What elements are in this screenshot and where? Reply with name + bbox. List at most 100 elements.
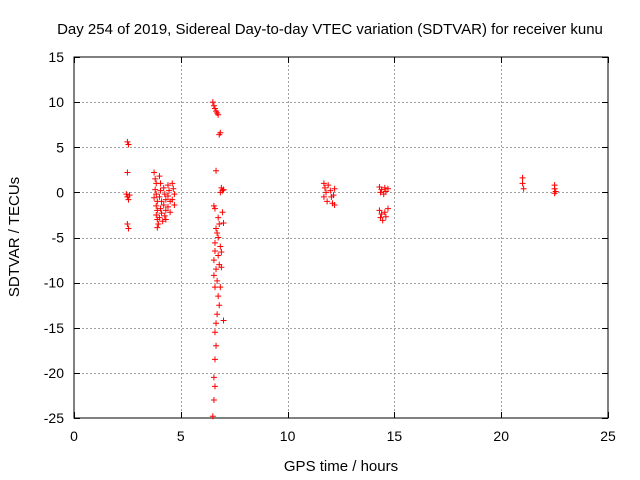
data-point bbox=[161, 191, 168, 198]
data-point bbox=[215, 214, 222, 221]
data-point bbox=[156, 193, 163, 200]
data-point bbox=[331, 185, 338, 192]
data-point bbox=[382, 213, 389, 220]
data-point bbox=[215, 234, 222, 241]
data-point bbox=[171, 191, 178, 198]
y-tick-label: 0 bbox=[56, 184, 64, 200]
data-point bbox=[217, 189, 224, 196]
x-tick-label: 10 bbox=[280, 428, 296, 444]
data-point bbox=[519, 180, 526, 187]
data-point bbox=[125, 225, 132, 232]
chart-title: Day 254 of 2019, Sidereal Day-to-day VTE… bbox=[57, 21, 603, 38]
data-point bbox=[211, 205, 218, 212]
data-point bbox=[169, 180, 176, 187]
x-axis-label: GPS time / hours bbox=[284, 458, 398, 475]
data-point bbox=[156, 214, 163, 221]
data-point bbox=[376, 207, 383, 214]
data-point bbox=[214, 277, 221, 284]
x-tick-labels: 0 5 10 15 20 25 bbox=[70, 428, 616, 444]
data-point bbox=[162, 216, 169, 223]
data-point bbox=[210, 102, 217, 109]
data-point bbox=[213, 266, 220, 273]
data-point bbox=[217, 243, 224, 250]
data-point bbox=[152, 175, 159, 182]
data-point bbox=[216, 220, 223, 227]
data-point bbox=[154, 224, 161, 231]
data-point bbox=[551, 190, 558, 197]
data-point bbox=[164, 203, 171, 210]
x-tick-label: 15 bbox=[387, 428, 403, 444]
data-point bbox=[211, 383, 218, 390]
data-point bbox=[210, 272, 217, 279]
data-point bbox=[153, 211, 160, 218]
data-point bbox=[210, 396, 217, 403]
data-point bbox=[216, 131, 223, 138]
data-point bbox=[213, 225, 220, 232]
data-point bbox=[160, 202, 167, 209]
data-point bbox=[215, 111, 222, 118]
data-point bbox=[164, 182, 171, 189]
data-point bbox=[216, 302, 223, 309]
data-point bbox=[169, 196, 176, 203]
data-point bbox=[378, 186, 385, 193]
y-tick-label: 5 bbox=[56, 139, 64, 155]
data-point bbox=[330, 192, 337, 199]
data-point bbox=[379, 217, 386, 224]
y-tick-label: -10 bbox=[44, 275, 64, 291]
data-point bbox=[153, 191, 160, 198]
data-point bbox=[520, 185, 527, 192]
data-point bbox=[211, 329, 218, 336]
data-point bbox=[384, 185, 391, 192]
y-tick-label: -15 bbox=[44, 320, 64, 336]
data-point bbox=[162, 207, 169, 214]
data-point bbox=[215, 293, 222, 300]
data-points bbox=[123, 99, 559, 420]
data-point bbox=[157, 180, 164, 187]
data-point bbox=[378, 211, 385, 218]
data-point bbox=[158, 210, 165, 217]
data-point bbox=[211, 248, 218, 255]
plot-frame bbox=[73, 56, 609, 419]
data-point bbox=[124, 138, 131, 145]
data-point bbox=[159, 218, 166, 225]
data-point bbox=[218, 248, 225, 255]
data-point bbox=[220, 317, 227, 324]
data-point bbox=[211, 356, 218, 363]
data-point bbox=[154, 207, 161, 214]
y-tick-label: -20 bbox=[44, 365, 64, 381]
data-point bbox=[213, 320, 220, 327]
data-point bbox=[161, 212, 168, 219]
data-point bbox=[125, 196, 132, 203]
data-point bbox=[211, 239, 218, 246]
data-point bbox=[210, 374, 217, 381]
data-point bbox=[211, 105, 218, 112]
y-tick-label: 15 bbox=[48, 49, 64, 65]
data-point bbox=[220, 220, 227, 227]
data-point bbox=[151, 169, 158, 176]
axis-ticks bbox=[74, 57, 609, 419]
data-point bbox=[381, 209, 388, 216]
data-point bbox=[158, 198, 165, 205]
x-tick-label: 0 bbox=[70, 428, 78, 444]
data-point bbox=[220, 186, 227, 193]
y-tick-label: 10 bbox=[48, 94, 64, 110]
x-tick-label: 20 bbox=[493, 428, 509, 444]
data-point bbox=[157, 205, 164, 212]
data-point bbox=[218, 264, 225, 271]
data-point bbox=[210, 257, 217, 264]
data-point bbox=[210, 202, 217, 209]
data-point bbox=[213, 167, 220, 174]
data-point bbox=[215, 252, 222, 259]
data-point bbox=[321, 184, 328, 191]
data-point bbox=[167, 209, 174, 216]
data-point bbox=[213, 342, 220, 349]
data-point bbox=[327, 187, 334, 194]
data-point bbox=[155, 220, 162, 227]
data-point bbox=[519, 174, 526, 181]
y-tick-label: -5 bbox=[52, 230, 65, 246]
data-point bbox=[381, 184, 388, 191]
data-point bbox=[124, 220, 131, 227]
y-tick-labels: -25 -20 -15 -10 -5 0 5 10 15 bbox=[44, 49, 64, 426]
data-point bbox=[214, 229, 221, 236]
